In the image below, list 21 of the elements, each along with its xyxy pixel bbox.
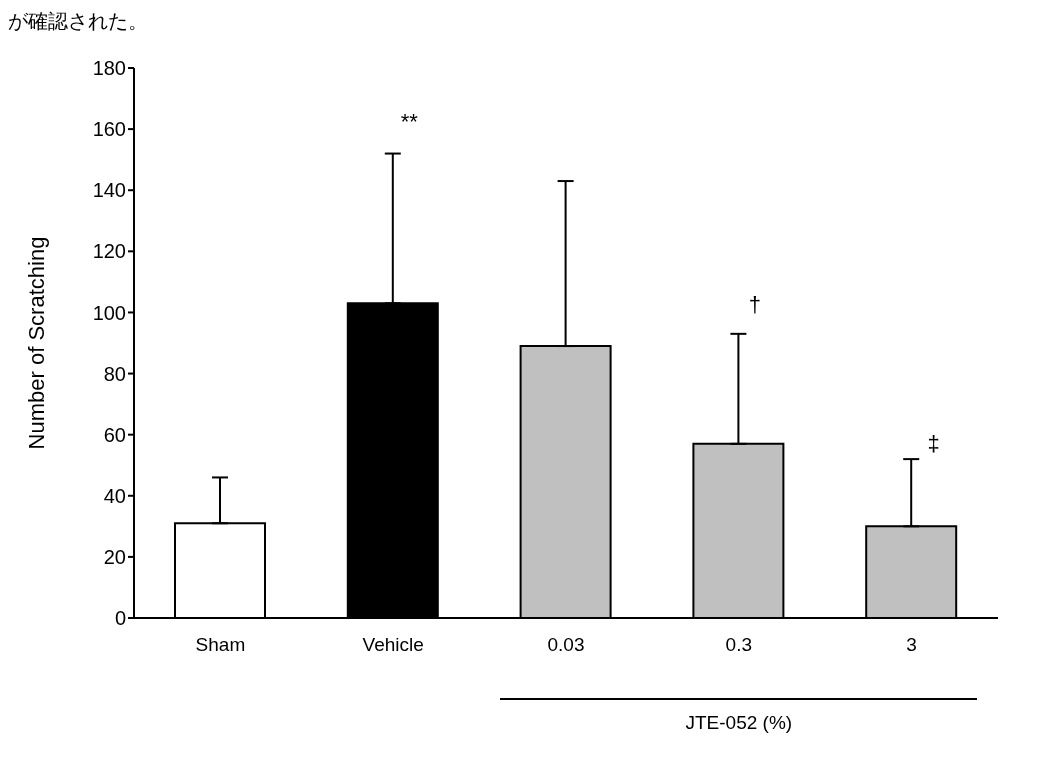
x-tick-label: Vehicle bbox=[362, 634, 424, 656]
y-tick-label: 80 bbox=[103, 362, 126, 385]
x-tick-label: 0.03 bbox=[547, 634, 585, 656]
x-tick-label: Sham bbox=[195, 634, 246, 656]
y-tick-label: 100 bbox=[92, 301, 126, 324]
y-tick-label: 40 bbox=[103, 484, 126, 507]
y-axis-title: Number of Scratching bbox=[23, 236, 49, 450]
y-tick-label: 160 bbox=[92, 118, 126, 141]
text: JTE-052 (%) bbox=[684, 712, 794, 734]
y-tick-label: 180 bbox=[92, 57, 126, 80]
x-tick-label: 3 bbox=[906, 634, 917, 656]
y-tick-label: 120 bbox=[92, 240, 126, 263]
annotation: † bbox=[748, 291, 761, 317]
y-tick-label: 140 bbox=[92, 179, 126, 202]
text: が確認された。 bbox=[8, 8, 148, 35]
y-tick-label: 20 bbox=[103, 545, 126, 568]
x-tick-label: 0.3 bbox=[725, 634, 753, 656]
annotation: ** bbox=[400, 109, 419, 135]
annotation: ‡ bbox=[927, 430, 940, 456]
y-tick-label: 60 bbox=[103, 423, 126, 446]
y-tick-label: 0 bbox=[114, 607, 126, 630]
